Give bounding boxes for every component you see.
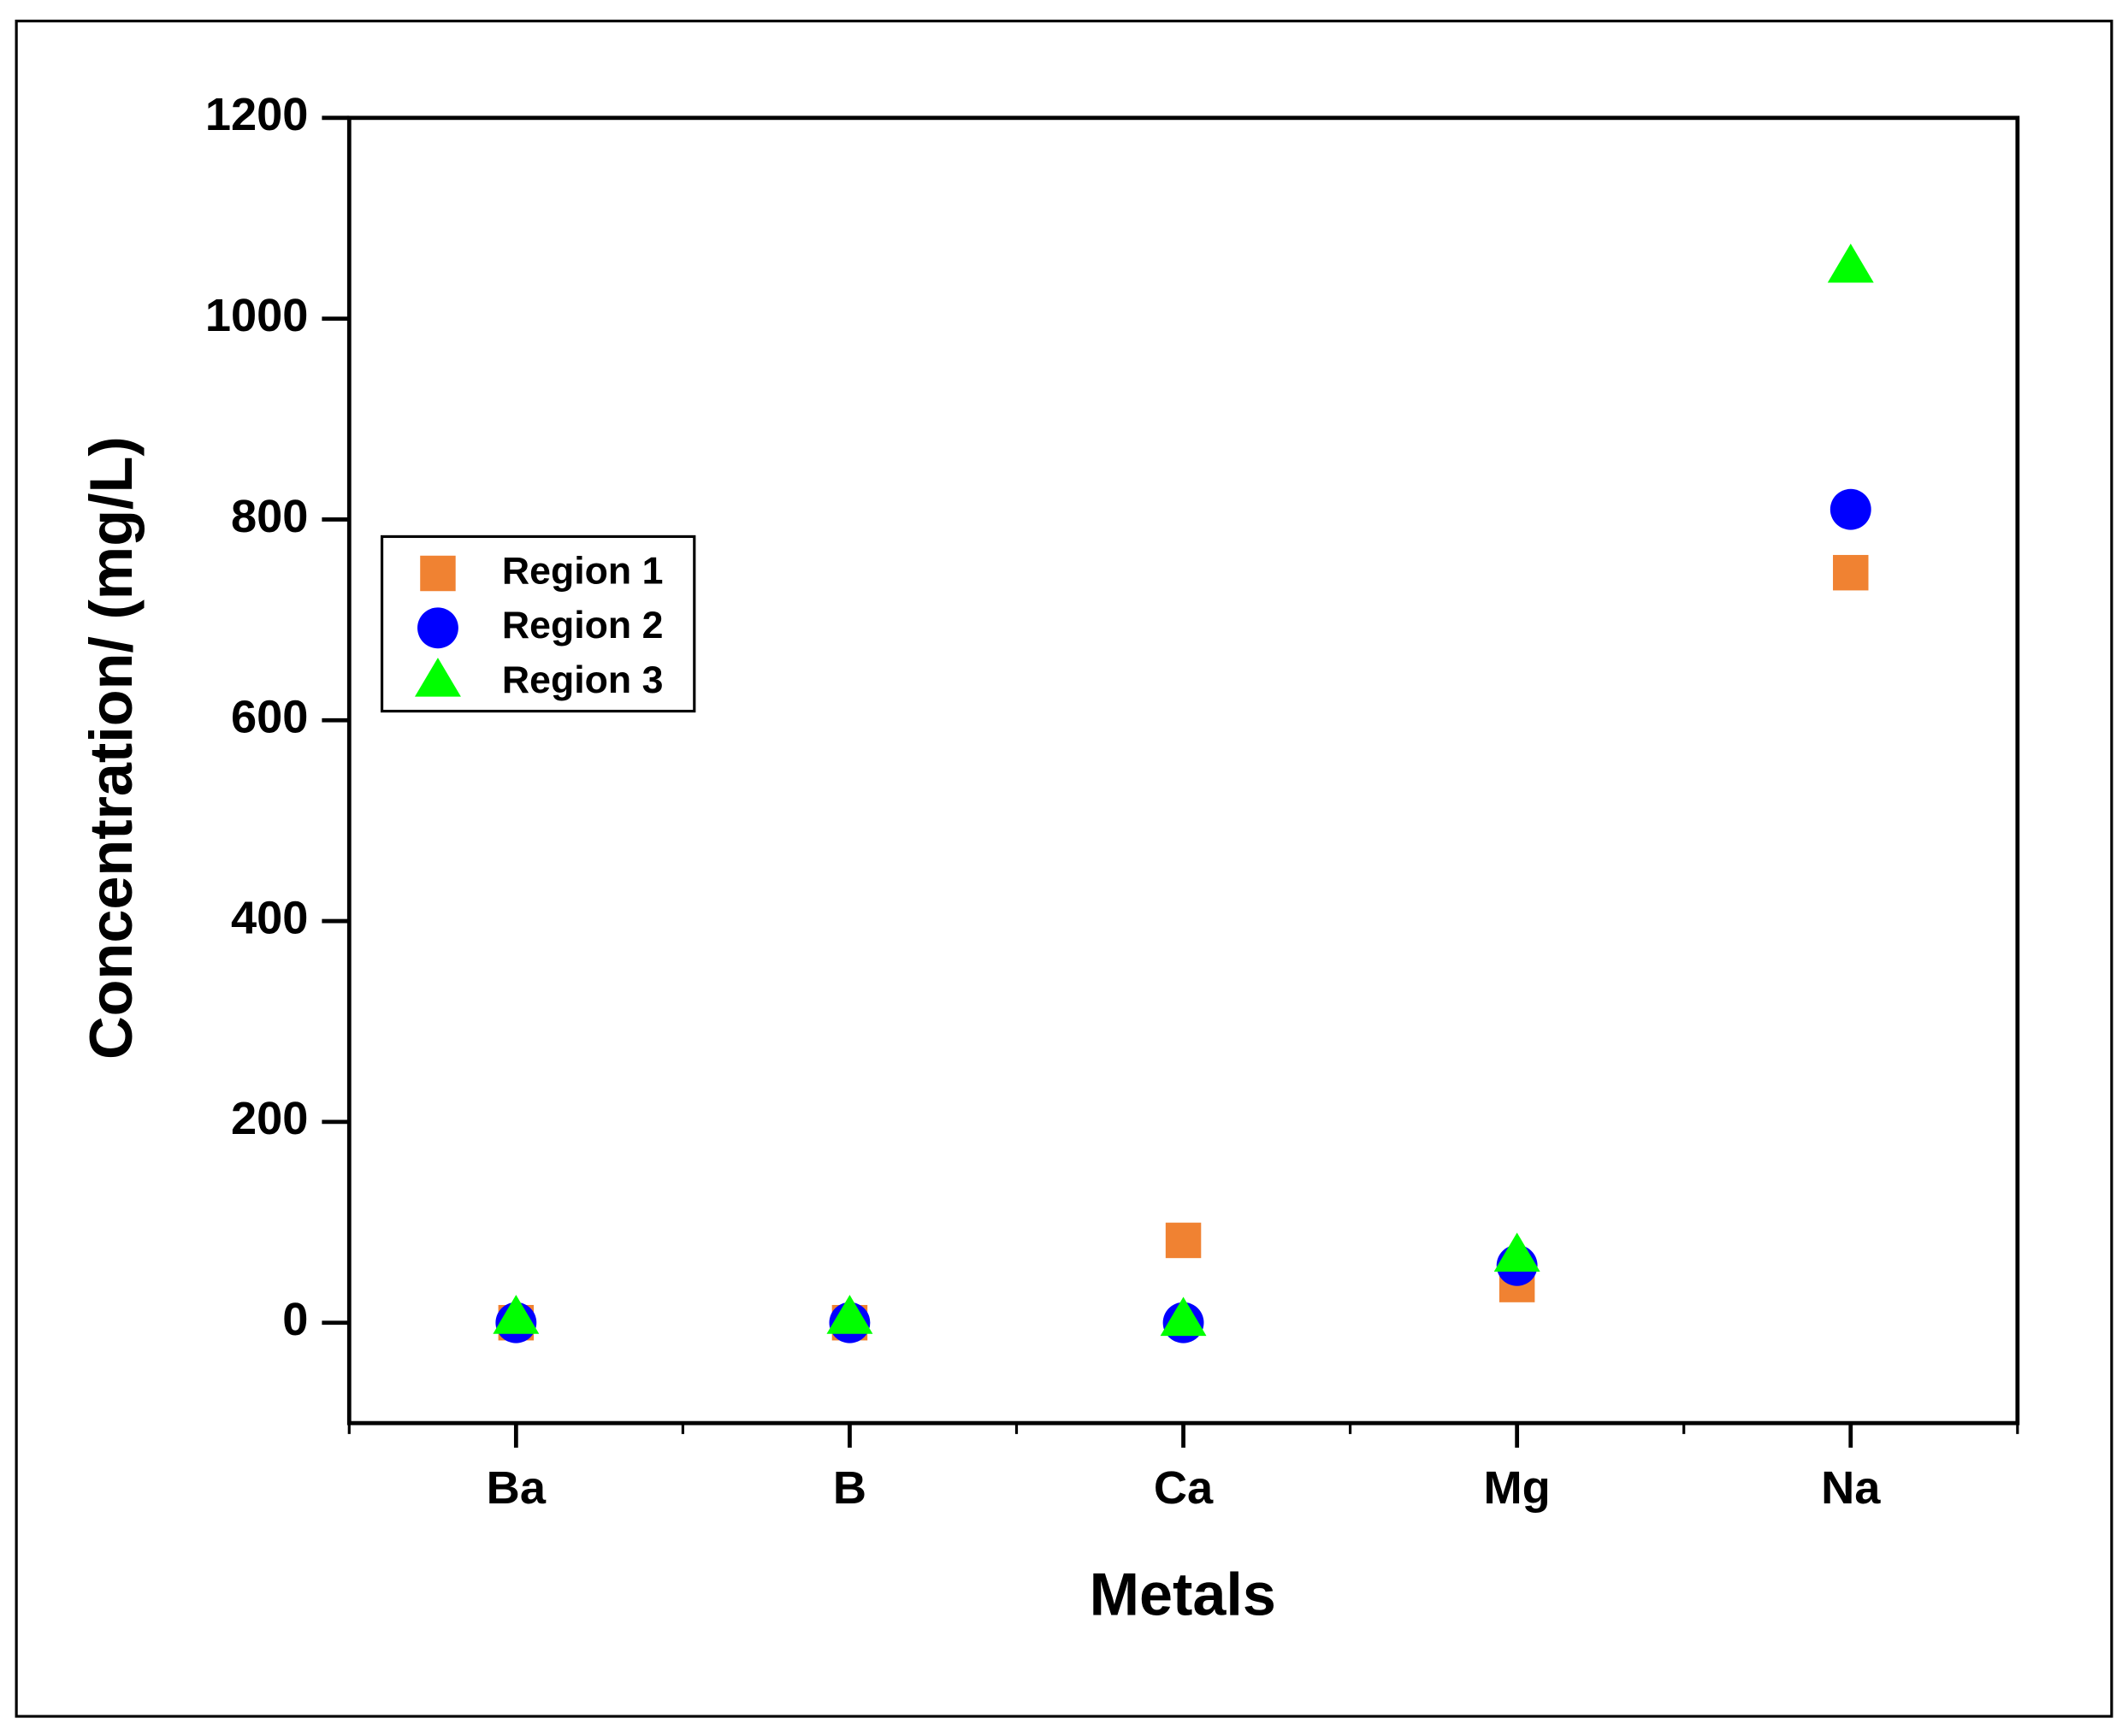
x-tick-label: Ba xyxy=(487,1462,547,1514)
marker-triangle xyxy=(1493,1232,1540,1272)
y-tick-label: 1000 xyxy=(205,290,309,341)
marker-circle xyxy=(1829,488,1871,530)
y-axis-label: Concentration/ (mg/L) xyxy=(77,436,145,1060)
y-tick-label: 1200 xyxy=(205,89,309,140)
y-tick-label: 200 xyxy=(231,1093,308,1144)
marker-triangle xyxy=(826,1295,873,1334)
marker-square xyxy=(420,555,456,592)
x-tick-label: Mg xyxy=(1484,1462,1551,1514)
legend-label: Region 2 xyxy=(502,605,664,647)
y-tick-label: 600 xyxy=(231,692,308,743)
x-tick-label: B xyxy=(833,1462,866,1514)
marker-square xyxy=(1165,1222,1202,1259)
marker-triangle xyxy=(493,1295,540,1334)
marker-triangle xyxy=(1827,243,1874,283)
x-tick-label: Ca xyxy=(1154,1462,1214,1514)
y-tick-label: 400 xyxy=(231,892,308,943)
marker-square xyxy=(1833,554,1869,591)
x-tick-label: Na xyxy=(1821,1462,1881,1514)
legend-label: Region 3 xyxy=(502,659,664,701)
marker-triangle xyxy=(1160,1296,1207,1337)
x-axis-label: Metals xyxy=(1090,1560,1276,1627)
outer-frame xyxy=(15,19,2113,1718)
marker-circle xyxy=(417,607,458,649)
marker-triangle xyxy=(415,658,461,697)
y-tick-label: 800 xyxy=(231,491,308,542)
legend-label: Region 1 xyxy=(502,550,664,592)
y-tick-label: 0 xyxy=(282,1294,308,1345)
